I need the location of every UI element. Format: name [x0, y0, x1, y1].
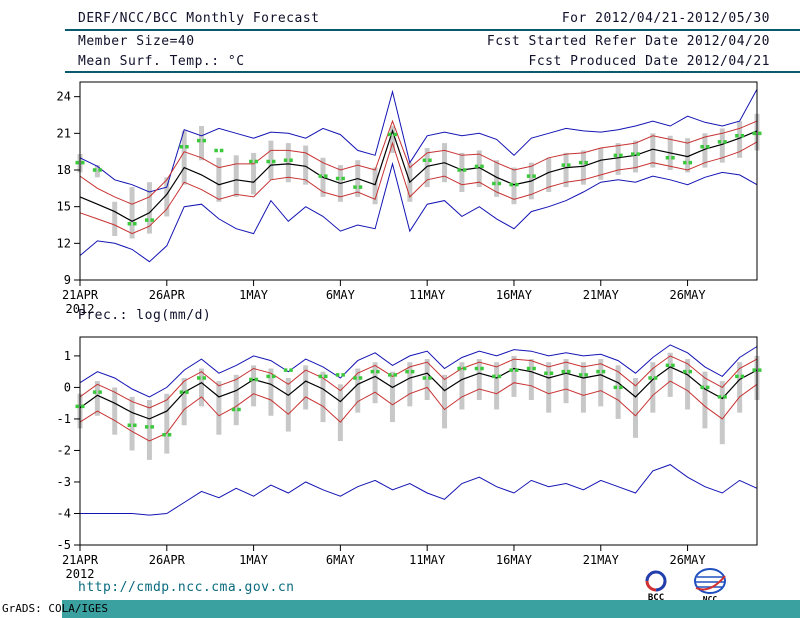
svg-text:-5: -5 [57, 538, 71, 552]
plot-frame [79, 81, 758, 281]
svg-text:12: 12 [57, 236, 71, 250]
svg-text:6MAY: 6MAY [326, 288, 356, 302]
bcc-logo-blue-arc [645, 570, 667, 592]
series-ensemble-mean [79, 366, 758, 420]
ensemble-spread [77, 352, 760, 460]
svg-text:6MAY: 6MAY [326, 553, 356, 567]
svg-text:2012: 2012 [66, 302, 95, 316]
series-lower-quartile [79, 141, 758, 235]
member-size-label: Member Size=40 [78, 34, 195, 49]
svg-text:-4: -4 [57, 506, 71, 520]
bcc-logo-text: BCC [648, 593, 664, 602]
ncc-logo-swoosh [695, 575, 726, 591]
svg-text:16MAY: 16MAY [496, 288, 533, 302]
temp-panel-label: Mean Surf. Temp.: °C [78, 54, 245, 69]
source-url: http://cmdp.ncc.cma.gov.cn [78, 580, 295, 595]
bcc-logo: BCC [645, 570, 667, 602]
svg-text:11MAY: 11MAY [409, 288, 446, 302]
svg-text:21: 21 [57, 126, 71, 140]
svg-text:11MAY: 11MAY [409, 553, 446, 567]
series-ensemble-min [80, 464, 758, 516]
svg-text:24: 24 [57, 90, 71, 104]
svg-text:21MAY: 21MAY [583, 553, 620, 567]
series-upper-quartile [79, 119, 758, 205]
forecast-range: For 2012/04/21-2012/05/30 [561, 11, 770, 26]
ensemble-spread [77, 113, 760, 239]
series-ensemble-min [79, 161, 758, 263]
series-ensemble-max [79, 344, 758, 398]
svg-text:26APR: 26APR [149, 553, 186, 567]
ncc-logo-globe [694, 568, 726, 594]
svg-text:18: 18 [57, 163, 71, 177]
svg-text:-1: -1 [57, 412, 71, 426]
svg-text:1MAY: 1MAY [239, 288, 269, 302]
svg-text:21MAY: 21MAY [583, 288, 620, 302]
series-ensemble-max [79, 89, 758, 193]
svg-text:1MAY: 1MAY [239, 553, 269, 567]
series-ensemble-mean [79, 128, 758, 222]
precip-panel-label: Prec.: log(mm/d) [78, 308, 212, 323]
svg-text:1: 1 [64, 349, 71, 363]
svg-text:2012: 2012 [66, 567, 95, 581]
ncc-logo: NCC [694, 568, 726, 604]
svg-text:21APR: 21APR [62, 288, 99, 302]
svg-text:-2: -2 [57, 443, 71, 457]
series-lower-quartile [79, 380, 758, 442]
grads-credit: GrADS: COLA/IGES [2, 602, 108, 615]
svg-text:26MAY: 26MAY [670, 553, 707, 567]
bottom-color-bar [62, 600, 800, 618]
plot-frame [79, 336, 758, 546]
observation-marks [75, 363, 762, 437]
svg-text:-3: -3 [57, 475, 71, 489]
y-axis: -5 -4 -3 -2 -1 0 1 [57, 349, 80, 552]
svg-text:21APR: 21APR [62, 553, 99, 567]
ncc-logo-text: NCC [703, 595, 718, 604]
header-rule-1 [65, 29, 800, 31]
observation-marks [75, 131, 762, 226]
page-title: DERF/NCC/BCC Monthly Forecast [78, 11, 320, 26]
series-upper-quartile [79, 355, 758, 409]
svg-text:26APR: 26APR [149, 288, 186, 302]
svg-text:26MAY: 26MAY [670, 288, 707, 302]
svg-text:9: 9 [64, 273, 71, 287]
y-axis: 9 12 15 18 21 24 [57, 90, 80, 287]
fcst-produced-label: Fcst Produced Date 2012/04/21 [528, 54, 770, 69]
fcst-started-label: Fcst Started Refer Date 2012/04/20 [486, 34, 770, 49]
svg-text:0: 0 [64, 380, 71, 394]
svg-text:16MAY: 16MAY [496, 553, 533, 567]
svg-text:15: 15 [57, 200, 71, 214]
header-rule-2 [65, 71, 800, 73]
